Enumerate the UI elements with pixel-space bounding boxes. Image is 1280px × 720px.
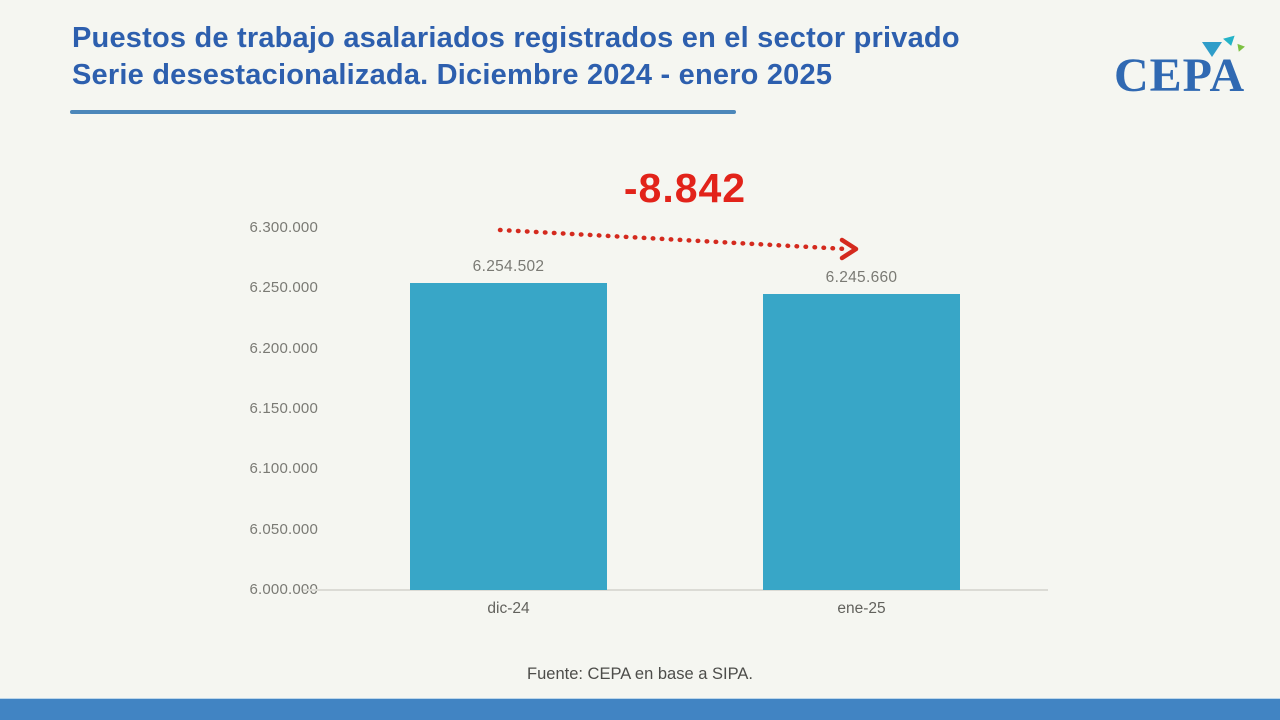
- bar-slot: 6.245.660 ene-25: [763, 228, 960, 617]
- bottom-accent-bar: [0, 698, 1280, 720]
- x-axis-label: dic-24: [487, 600, 530, 617]
- y-axis-tick-label: 6.300.000: [249, 219, 318, 236]
- y-axis-tick-label: 6.000.000: [249, 581, 318, 598]
- y-axis-tick-label: 6.250.000: [249, 279, 318, 296]
- x-axis-baseline: [303, 589, 1048, 591]
- page-title-line2: Serie desestacionalizada. Diciembre 2024…: [72, 59, 833, 91]
- delta-arrow-icon: [497, 227, 859, 261]
- x-axis-label: ene-25: [837, 600, 886, 617]
- page-title-line1: Puestos de trabajo asalariados registrad…: [72, 22, 960, 54]
- title-underline-divider: [70, 110, 736, 114]
- delta-annotation: -8.842: [623, 165, 747, 211]
- page-title: Puestos de trabajo asalariados registrad…: [72, 20, 960, 94]
- cepa-logo-text: CEPA: [1114, 49, 1246, 102]
- y-axis-tick-label: 6.150.000: [249, 400, 318, 417]
- cepa-logo: CEPA: [1108, 30, 1258, 110]
- y-axis-tick-label: 6.050.000: [249, 521, 318, 538]
- y-axis-tick-label: 6.200.000: [249, 340, 318, 357]
- plot-area: 6.254.502 dic-24 6.245.660 ene-25: [330, 228, 1040, 617]
- source-note: Fuente: CEPA en base a SIPA.: [527, 665, 753, 683]
- logo-triangle-icon: [1202, 42, 1222, 57]
- bar-dic-24: [410, 282, 607, 590]
- y-axis-tick-label: 6.100.000: [249, 460, 318, 477]
- bar-value-label: 6.245.660: [825, 268, 898, 286]
- y-axis: 6.300.000 6.250.000 6.200.000 6.150.000 …: [150, 219, 318, 598]
- bar-slot: 6.254.502 dic-24: [410, 228, 607, 617]
- bar-value-label: 6.254.502: [472, 257, 545, 275]
- bar-ene-25: [763, 293, 960, 590]
- logo-triangle-icon: [1223, 35, 1237, 48]
